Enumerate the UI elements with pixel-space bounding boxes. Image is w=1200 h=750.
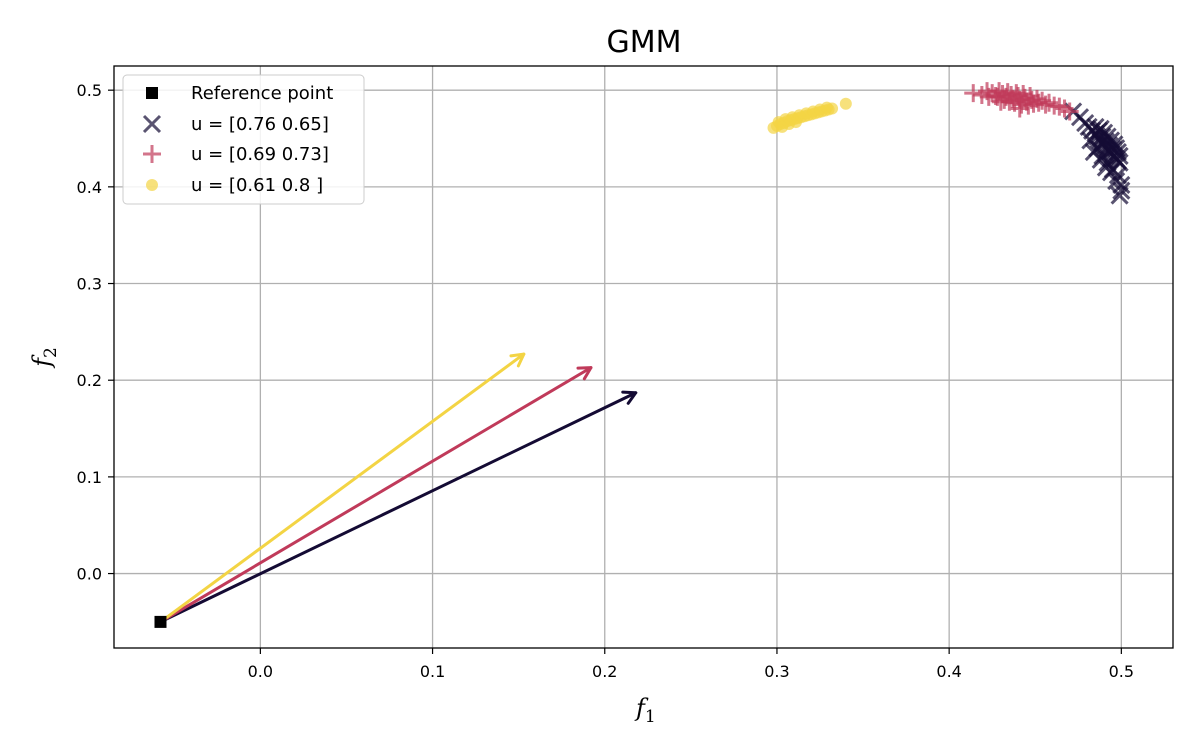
x-tick-label: 0.5 xyxy=(1109,662,1134,681)
legend-label-series-2: u = [0.69 0.73] xyxy=(191,144,329,165)
y-tick-label: 0.1 xyxy=(77,468,102,487)
legend-markers xyxy=(142,87,162,191)
chart-title: GMM xyxy=(606,25,681,60)
y-tick-label: 0.4 xyxy=(77,178,102,197)
y-axis-label-subscript: 2 xyxy=(41,347,61,358)
series-2-point xyxy=(1019,96,1038,115)
series-1-point xyxy=(1112,181,1131,200)
legend-marker-series-3 xyxy=(146,179,158,191)
series-1-point xyxy=(1110,186,1129,205)
series-3-point xyxy=(820,101,833,114)
series-2-point xyxy=(1010,99,1029,118)
y-tick-label: 0.2 xyxy=(77,371,102,390)
y-tick-label: 0.5 xyxy=(77,81,102,100)
ticks: 0.0 0.1 0.2 0.3 0.4 0.5 0.0 0.1 0.2 0.3 0.4 0.5 xyxy=(77,81,1135,681)
legend-marker-reference xyxy=(146,87,158,99)
direction-arrow-3 xyxy=(158,352,526,624)
legend-label-series-1: u = [0.76 0.65] xyxy=(191,114,329,135)
x-tick-label: 0.1 xyxy=(420,662,445,681)
y-tick-label: 0.3 xyxy=(77,275,102,294)
series-3-point xyxy=(839,97,852,110)
y-tick-label: 0.0 xyxy=(77,565,102,584)
arrows xyxy=(158,352,638,624)
legend-marker-series-1 xyxy=(142,114,162,134)
reference-point-marker xyxy=(154,615,167,628)
x-tick-label: 0.0 xyxy=(248,662,273,681)
arrow-head-1 xyxy=(621,390,638,405)
x-tick-label: 0.3 xyxy=(764,662,789,681)
legend-label-reference: Reference point xyxy=(191,83,333,104)
direction-arrow-2 xyxy=(158,366,593,624)
legend-label-series-3: u = [0.61 0.8 ] xyxy=(191,175,323,196)
series-1-point xyxy=(1096,158,1115,177)
legend-marker-series-2 xyxy=(143,145,161,163)
legend: Reference point u = [0.76 0.65] u = [0.6… xyxy=(122,74,365,205)
x-axis-label-subscript: 1 xyxy=(645,707,656,727)
x-tick-label: 0.4 xyxy=(936,662,961,681)
series-2-point xyxy=(979,87,998,106)
series-2-point xyxy=(964,84,983,103)
legend-box xyxy=(122,74,365,205)
plot-frame xyxy=(113,65,1174,649)
series-2-point xyxy=(1060,102,1079,121)
x-tick-label: 0.2 xyxy=(592,662,617,681)
series-2-point xyxy=(991,92,1010,111)
series-1-point xyxy=(1084,142,1103,162)
direction-arrow-1 xyxy=(158,391,638,624)
arrow-head-3 xyxy=(509,352,526,368)
data-points xyxy=(154,82,1131,628)
arrow-head-2 xyxy=(576,366,593,381)
series-3-point xyxy=(789,116,802,129)
grid xyxy=(114,66,1173,648)
